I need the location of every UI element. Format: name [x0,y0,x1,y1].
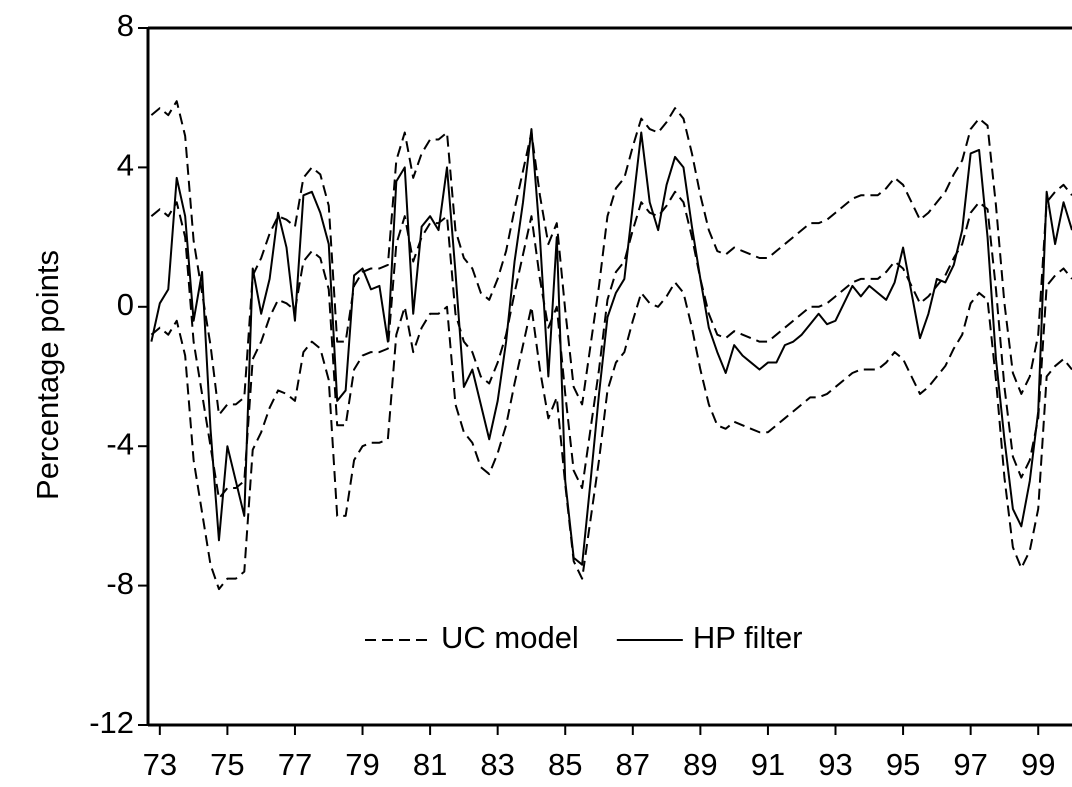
x-tick-label: 87 [616,747,650,782]
series-line [150,100,1072,416]
x-tick-label: 91 [751,747,785,782]
x-tick-label: 81 [413,747,447,782]
y-axis-label: Percentage points [30,250,65,500]
y-tick-label: 8 [117,8,134,43]
x-tick-label: 97 [953,747,987,782]
x-tick-label: 77 [278,747,312,782]
x-tick-label: 85 [548,747,582,782]
x-tick-label: 93 [818,747,852,782]
legend-label: HP filter [693,620,803,655]
y-tick-label: -8 [106,566,134,601]
plot-area [150,100,1072,591]
y-tick-label: -12 [89,705,134,740]
x-tick-label: 83 [480,747,514,782]
x-tick-label: 89 [683,747,717,782]
x-tick-label: 73 [143,747,177,782]
x-tick-label: 75 [210,747,244,782]
series-line [150,190,1072,500]
y-tick-label: -4 [106,426,134,461]
x-tick-label: 79 [345,747,379,782]
series-line [150,128,1072,566]
x-tick-label: 95 [886,747,920,782]
y-tick-label: 4 [117,148,134,183]
legend-label: UC model [441,620,579,655]
series-line [150,281,1072,591]
y-tick-label: 0 [117,287,134,322]
x-tick-label: 99 [1021,747,1055,782]
